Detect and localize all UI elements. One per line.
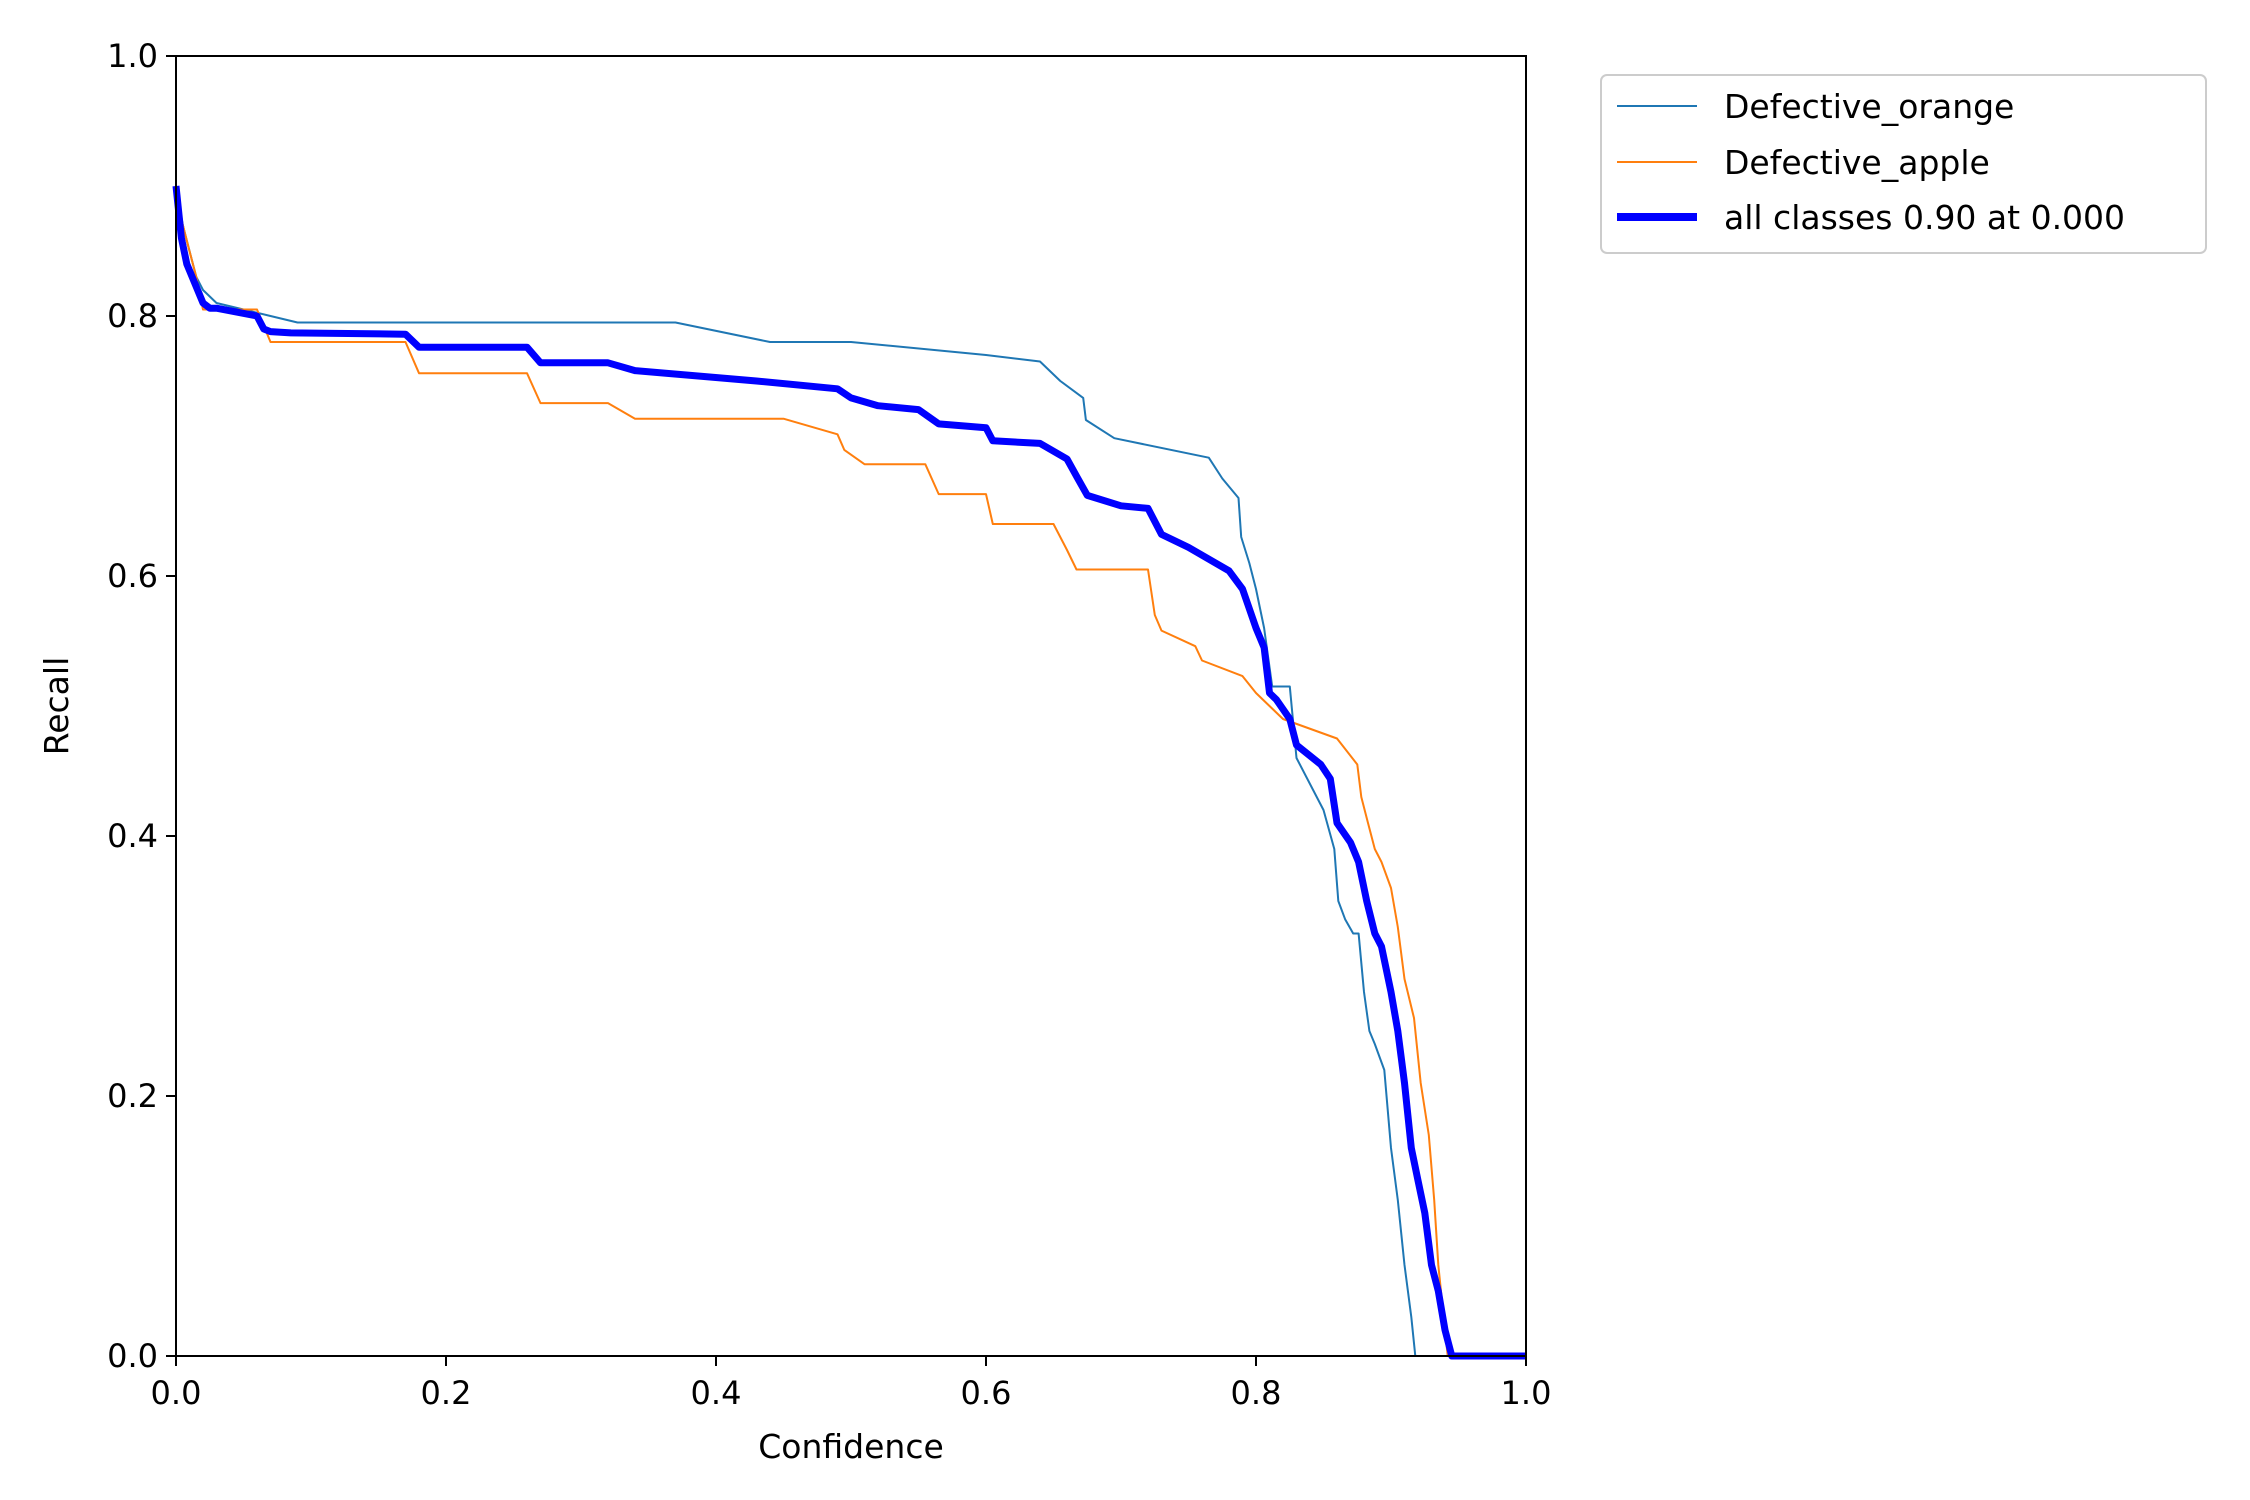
legend: Defective_orange Defective_apple all cla… (1600, 74, 2207, 254)
x-tick-label: 0.6 (961, 1374, 1012, 1412)
y-tick-label: 1.0 (107, 37, 158, 75)
legend-label-all-classes: all classes 0.90 at 0.000 (1724, 198, 2125, 237)
y-axis-ticks: 0.0 0.2 0.4 0.6 0.8 1.0 (107, 37, 176, 1375)
y-tick-label: 0.4 (107, 817, 158, 855)
plot-lines (172, 185, 1526, 1360)
legend-label-defective-apple: Defective_apple (1724, 143, 1990, 182)
plot-frame (175, 55, 1527, 1357)
y-axis-label: Recall (37, 657, 76, 755)
x-tick-label: 0.4 (691, 1374, 742, 1412)
series-line-all-classes-0-90-at-0-000 (172, 185, 1526, 1360)
x-tick-label: 1.0 (1501, 1374, 1552, 1412)
legend-label-defective-orange: Defective_orange (1724, 87, 2014, 126)
y-tick-label: 0.0 (107, 1337, 158, 1375)
y-tick-label: 0.8 (107, 297, 158, 335)
series-line-defective-orange (175, 185, 1526, 1357)
y-tick-label: 0.6 (107, 557, 158, 595)
x-tick-label: 0.8 (1231, 1374, 1282, 1412)
x-tick-label: 0.0 (151, 1374, 202, 1412)
x-tick-label: 0.2 (421, 1374, 472, 1412)
series-line-defective-apple (175, 198, 1526, 1357)
x-axis-label: Confidence (758, 1427, 944, 1466)
x-axis-ticks: 0.0 0.2 0.4 0.6 0.8 1.0 (151, 1356, 1552, 1412)
y-tick-label: 0.2 (107, 1077, 158, 1115)
legend-box (1600, 74, 2207, 254)
